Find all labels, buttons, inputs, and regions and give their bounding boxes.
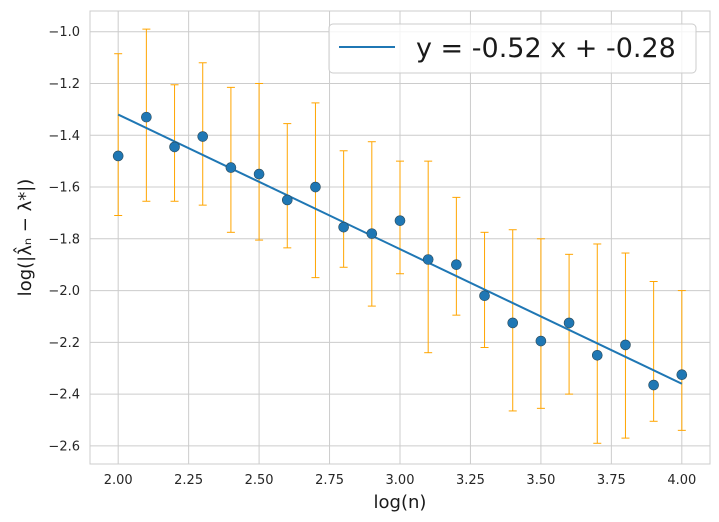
data-points (112, 111, 688, 391)
y-tick-label: −1.2 (48, 77, 80, 92)
legend-label: y = -0.52 x + -0.28 (416, 33, 676, 64)
data-point (676, 369, 688, 380)
data-point (197, 131, 209, 142)
fit-line-group (117, 113, 683, 385)
data-point (366, 228, 378, 239)
data-point (281, 194, 293, 206)
data-point (394, 215, 406, 226)
x-axis-ticks: 2.00 2.25 2.50 2.75 3.00 3.25 3.50 3.75 4.00 (104, 473, 697, 488)
data-point (253, 168, 265, 180)
y-tick-label: −2.2 (48, 336, 80, 351)
x-tick-label: 3.75 (597, 473, 626, 488)
data-point (112, 150, 124, 162)
data-point (620, 339, 631, 351)
data-point (422, 254, 434, 265)
x-tick-label: 2.75 (315, 473, 344, 488)
data-point (648, 379, 659, 391)
x-axis-label: log(n) (374, 492, 427, 513)
fit-line (117, 113, 683, 385)
y-tick-label: −2.4 (48, 388, 80, 403)
data-point (169, 141, 180, 153)
y-axis-label: log(|λ̂ₙ − λ*|) (13, 179, 36, 297)
data-point (310, 181, 321, 193)
legend-box (328, 23, 697, 74)
plot-frame (89, 10, 711, 465)
data-point (591, 349, 603, 361)
data-point (225, 162, 237, 173)
data-point (535, 335, 547, 347)
x-tick-label: 3.25 (456, 473, 485, 488)
x-tick-label: 2.25 (174, 473, 203, 488)
x-tick-label: 2.00 (104, 473, 133, 488)
data-point (479, 290, 490, 302)
data-point (507, 317, 519, 329)
y-tick-label: −2.6 (48, 439, 80, 454)
y-tick-label: −1.0 (48, 25, 80, 40)
x-tick-label: 2.50 (245, 473, 274, 488)
data-point (338, 221, 349, 233)
y-axis-ticks: −1.0 −1.2 −1.4 −1.6 −1.8 −2.0 −2.2 −2.4 −2.6 (48, 25, 80, 454)
data-point (563, 317, 575, 329)
x-tick-label: 3.50 (526, 473, 555, 488)
x-tick-label: 4.00 (667, 473, 696, 488)
legend: y = -0.52 x + -0.28 (328, 23, 697, 74)
y-tick-label: −1.8 (48, 232, 80, 247)
y-tick-label: −2.0 (48, 284, 80, 299)
y-tick-label: −1.6 (48, 181, 80, 196)
y-tick-label: −1.4 (48, 129, 80, 144)
data-point (141, 111, 152, 123)
data-point (451, 259, 462, 270)
x-tick-label: 3.00 (386, 473, 415, 488)
